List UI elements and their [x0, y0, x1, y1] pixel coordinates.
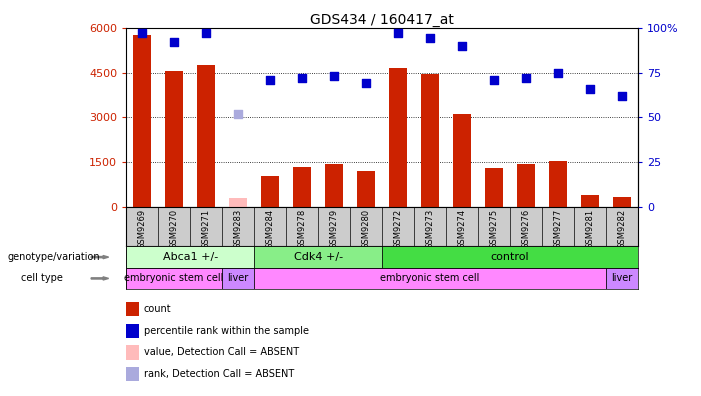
- Point: [233, 111, 244, 117]
- Bar: [382, 246, 638, 268]
- Bar: [485, 168, 503, 207]
- Point: [552, 69, 564, 76]
- Text: percentile rank within the sample: percentile rank within the sample: [144, 326, 308, 336]
- Text: Abca1 +/-: Abca1 +/-: [163, 252, 218, 262]
- Point: [489, 76, 500, 83]
- Text: GSM9283: GSM9283: [233, 209, 243, 249]
- Point: [329, 73, 340, 79]
- Text: GSM9271: GSM9271: [202, 209, 210, 249]
- Text: GSM9274: GSM9274: [458, 209, 466, 249]
- Bar: [613, 197, 631, 207]
- Bar: [126, 246, 254, 268]
- Text: GSM9278: GSM9278: [298, 209, 306, 249]
- Bar: [261, 176, 279, 207]
- Text: count: count: [144, 304, 171, 314]
- Point: [297, 75, 308, 81]
- Text: value, Detection Call = ABSENT: value, Detection Call = ABSENT: [144, 347, 299, 358]
- Text: GSM9280: GSM9280: [362, 209, 371, 249]
- Text: GSM9272: GSM9272: [393, 209, 402, 249]
- Bar: [165, 71, 183, 207]
- Bar: [222, 268, 254, 289]
- Text: GSM9281: GSM9281: [585, 209, 594, 249]
- Bar: [421, 74, 439, 207]
- Text: GSM9270: GSM9270: [170, 209, 179, 249]
- Point: [200, 30, 212, 36]
- Text: GSM9277: GSM9277: [554, 209, 562, 249]
- Bar: [454, 114, 471, 207]
- Bar: [198, 65, 215, 207]
- Point: [520, 75, 531, 81]
- Text: genotype/variation: genotype/variation: [7, 252, 100, 262]
- Text: GSM9269: GSM9269: [137, 209, 147, 249]
- Point: [393, 30, 404, 36]
- Text: rank, Detection Call = ABSENT: rank, Detection Call = ABSENT: [144, 369, 294, 379]
- Bar: [229, 198, 247, 207]
- Bar: [549, 161, 566, 207]
- Point: [168, 39, 179, 45]
- Point: [585, 86, 596, 92]
- Point: [360, 80, 372, 86]
- Point: [264, 76, 275, 83]
- Text: Cdk4 +/-: Cdk4 +/-: [294, 252, 343, 262]
- Text: GSM9273: GSM9273: [426, 209, 435, 249]
- Text: GSM9275: GSM9275: [489, 209, 498, 249]
- Text: embryonic stem cell: embryonic stem cell: [381, 273, 479, 284]
- Bar: [293, 167, 311, 207]
- Text: GSM9276: GSM9276: [522, 209, 531, 249]
- Text: embryonic stem cell: embryonic stem cell: [125, 273, 224, 284]
- Title: GDS434 / 160417_at: GDS434 / 160417_at: [310, 13, 454, 27]
- Bar: [254, 246, 382, 268]
- Bar: [358, 171, 375, 207]
- Point: [137, 30, 148, 36]
- Bar: [133, 35, 151, 207]
- Text: GSM9279: GSM9279: [329, 209, 339, 249]
- Bar: [606, 268, 638, 289]
- Point: [456, 42, 468, 49]
- Bar: [126, 268, 222, 289]
- Point: [616, 93, 627, 99]
- Bar: [389, 68, 407, 207]
- Bar: [325, 164, 343, 207]
- Text: cell type: cell type: [21, 273, 63, 284]
- Text: GSM9282: GSM9282: [618, 209, 627, 249]
- Bar: [581, 195, 599, 207]
- Text: liver: liver: [228, 273, 249, 284]
- Point: [424, 35, 435, 42]
- Text: liver: liver: [611, 273, 632, 284]
- Text: control: control: [491, 252, 529, 262]
- Bar: [517, 164, 535, 207]
- Bar: [254, 268, 606, 289]
- Text: GSM9284: GSM9284: [266, 209, 275, 249]
